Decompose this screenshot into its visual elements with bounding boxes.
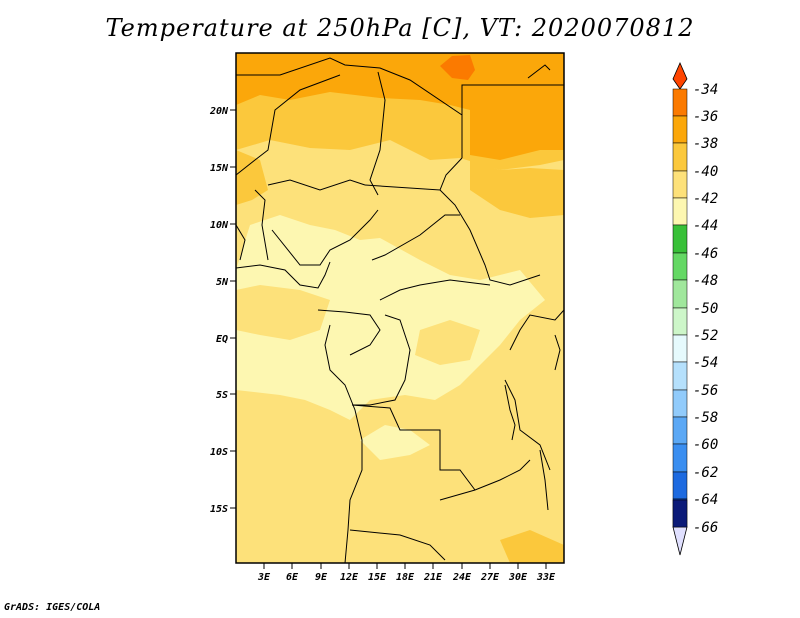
longitude-axis: 3E 6E 9E 12E 15E 18E 21E 24E 27E 30E 33E — [257, 563, 556, 583]
region-minus42-44-central — [236, 215, 545, 420]
colorbar-swatch-7 — [672, 252, 688, 281]
lake-tanganyika — [504, 384, 516, 441]
lat-label-20n: 20N — [209, 106, 229, 117]
coast-red-sea — [527, 64, 551, 79]
colorbar-label-14: -60 — [693, 437, 718, 453]
country-borders — [236, 57, 564, 563]
colorbar-label-15: -62 — [693, 465, 718, 481]
map-title: Temperature at 250hPa [C], VT: 202007081… — [105, 14, 695, 42]
colorbar-label-13: -58 — [693, 410, 718, 426]
region-minus40-42-congo — [415, 320, 480, 365]
colorbar-swatch-14 — [672, 443, 688, 473]
lon-label-33e: 33E — [536, 572, 556, 583]
colorbar-label-8: -48 — [693, 273, 718, 289]
colorbar-arrow-bottom — [672, 526, 688, 556]
lat-label-5s: 5S — [216, 390, 228, 401]
colorbar-label-17: -66 — [693, 520, 718, 536]
lat-label-5n: 5N — [216, 277, 229, 288]
grads-credit: GrADS: IGES/COLA — [4, 602, 101, 613]
border-algeria-libya-niger — [236, 57, 463, 158]
lat-label-10s: 10S — [210, 447, 228, 458]
lon-label-12e: 12E — [340, 572, 359, 583]
coast-guinea-gulf — [236, 261, 331, 289]
colorbar-label-11: -54 — [693, 355, 718, 371]
region-minus42-44-south — [360, 425, 430, 460]
latitude-axis: 20N 15N 10N 5N EQ 5S 10S 15S — [209, 106, 236, 515]
colorbar-label-4: -40 — [693, 164, 718, 180]
colorbar-swatch-6 — [672, 224, 688, 254]
colorbar-swatch-5 — [672, 197, 688, 226]
region-minus34-36 — [440, 55, 475, 80]
region-minus36-38-north — [236, 53, 564, 160]
colorbar-label-6: -44 — [693, 218, 718, 234]
colorbar-swatch-8 — [672, 279, 688, 309]
border-sudan-south — [439, 189, 541, 286]
colorbar-swatch-10 — [672, 334, 688, 363]
colorbar-swatch-11 — [672, 361, 688, 391]
border-zambia — [439, 459, 531, 501]
lon-label-24e: 24E — [452, 572, 472, 583]
coast-southwest — [324, 324, 363, 563]
region-minus38-40-east — [470, 160, 564, 218]
colorbar-label-7: -46 — [693, 246, 718, 262]
region-minus38-40-southeast — [500, 530, 564, 563]
colorbar-label-1: -34 — [693, 82, 718, 98]
lake-malawi — [539, 449, 549, 511]
border-angola-drc — [351, 404, 476, 491]
colorbar-swatch-15 — [672, 471, 688, 500]
region-minus38-40-west — [236, 150, 268, 205]
coast-west-small — [236, 224, 246, 261]
border-nigeria-cameroon — [271, 209, 379, 266]
border-gabon-congo — [317, 309, 381, 356]
colorbar-swatch-2 — [672, 115, 688, 144]
lake-victoria — [554, 334, 561, 371]
lat-label-10n: 10N — [210, 220, 229, 231]
colorbar-label-2: -36 — [693, 109, 718, 125]
lon-label-21e: 21E — [423, 572, 443, 583]
colorbar-label-16: -64 — [693, 492, 718, 508]
colorbar-swatch-9 — [672, 307, 688, 336]
lat-label-eq: EQ — [216, 334, 228, 345]
border-car-drc — [379, 279, 491, 301]
colorbar: -34 -36 -38 -40 -42 -44 -46 -48 -50 -52 … — [672, 62, 718, 556]
colorbar-label-3: -38 — [693, 136, 718, 152]
lat-label-15n: 15N — [210, 163, 229, 174]
temperature-field — [236, 53, 564, 563]
border-niger-chad — [369, 71, 386, 196]
border-benin-togo — [254, 189, 269, 261]
lon-label-3e: 3E — [257, 572, 271, 583]
border-mali-niger — [236, 74, 341, 176]
lon-label-15e: 15E — [368, 572, 387, 583]
lon-label-9e: 9E — [315, 572, 328, 583]
border-angola-namibia — [349, 529, 446, 561]
lon-label-27e: 27E — [480, 572, 500, 583]
colorbar-arrow-top — [672, 62, 688, 90]
map-frame — [235, 52, 565, 564]
colorbar-swatch-4 — [672, 170, 688, 199]
colorbar-swatch-12 — [672, 389, 688, 418]
colorbar-label-9: -50 — [693, 301, 718, 317]
border-uganda-kenya — [509, 309, 564, 351]
colorbar-label-5: -42 — [693, 191, 718, 207]
lon-label-30e: 30E — [508, 572, 528, 583]
colorbar-swatch-darkest — [672, 499, 688, 528]
border-chad-car — [371, 214, 460, 261]
border-tanzania — [504, 379, 551, 471]
colorbar-label-12: -56 — [693, 383, 718, 399]
border-congo-drc — [352, 314, 411, 406]
region-minus40-42-coast — [236, 285, 330, 340]
border-libya-egypt — [461, 84, 564, 115]
border-chad-sudan-north — [364, 157, 463, 191]
lon-label-6e: 6E — [286, 572, 299, 583]
colorbar-swatch-13 — [672, 416, 688, 445]
border-niger-nigeria — [267, 179, 366, 191]
colorbar-swatch-3 — [672, 142, 688, 172]
lat-label-15s: 15S — [210, 504, 228, 515]
colorbar-swatch-1 — [672, 88, 688, 117]
colorbar-label-10: -52 — [693, 328, 718, 344]
lon-label-18e: 18E — [396, 572, 415, 583]
